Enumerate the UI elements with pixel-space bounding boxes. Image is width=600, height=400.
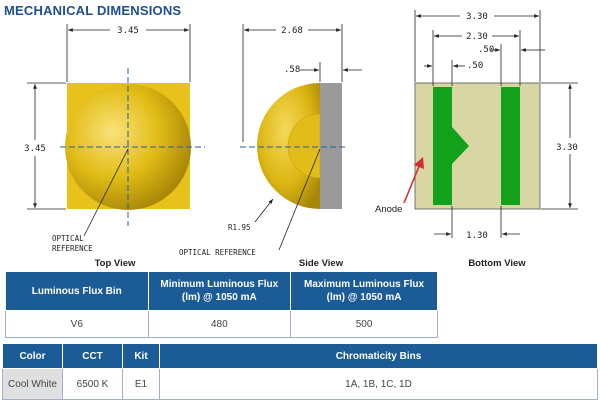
chromaticity-table: Color CCT Kit Chromaticity Bins Cool Whi… <box>2 343 598 400</box>
bottom-pad-dim-mid: .50 <box>467 61 483 71</box>
flux-header-max: Maximum Luminous Flux (lm) @ 1050 mA <box>290 271 438 311</box>
side-view-label: Side View <box>299 258 344 269</box>
flux-cell-bin: V6 <box>5 310 149 338</box>
anode-pad <box>433 87 452 205</box>
chrom-cell-bins: 1A, 1B, 1C, 1D <box>159 368 598 400</box>
side-optical-ref: OPTICAL REFERENCE <box>179 248 256 257</box>
flux-cell-max: 500 <box>290 310 438 338</box>
side-width-dim: 2.68 <box>281 26 303 36</box>
chrom-header-color: Color <box>2 343 63 369</box>
chrom-cell-kit: E1 <box>122 368 160 400</box>
top-view-label: Top View <box>95 258 136 269</box>
bottom-gap-dim: 1.30 <box>466 231 488 241</box>
side-view: 2.68 .58 R1.95 OPTICAL REFERENCE Side Vi… <box>179 24 362 269</box>
chrom-cell-color: Cool White <box>2 368 63 400</box>
chrom-header-kit: Kit <box>122 343 160 369</box>
bottom-height-dim: 3.30 <box>556 143 578 153</box>
bottom-pad-dim-top: .50 <box>478 45 494 55</box>
flux-cell-min: 480 <box>147 310 292 338</box>
top-view: 3.45 3.45 OPTICAL REFERENCE Top View <box>24 24 205 269</box>
flux-header-bin: Luminous Flux Bin <box>5 271 149 311</box>
flux-header-min: Minimum Luminous Flux (lm) @ 1050 mA <box>147 271 292 311</box>
top-height-dim: 3.45 <box>24 144 46 154</box>
mechanical-drawing: 3.45 3.45 OPTICAL REFERENCE Top View 2.6… <box>24 10 578 269</box>
table-row: Cool White 6500 K E1 1A, 1B, 1C, 1D <box>2 368 598 400</box>
side-view-substrate <box>320 83 342 209</box>
table-row: V6 480 500 <box>5 310 438 338</box>
top-optical-ref-line2: REFERENCE <box>52 244 93 253</box>
bottom-width-dim: 3.30 <box>466 12 488 22</box>
bottom-view: 3.30 2.30 .50 .50 3.30 1.30 Anode Bot <box>375 10 578 269</box>
side-thickness-dim: .58 <box>284 65 300 75</box>
top-width-dim: 3.45 <box>117 26 139 36</box>
anode-label: Anode <box>375 204 402 215</box>
luminous-flux-table: Luminous Flux Bin Minimum Luminous Flux … <box>5 271 438 338</box>
chrom-header-cct: CCT <box>62 343 123 369</box>
top-optical-ref-line1: OPTICAL <box>52 234 84 243</box>
bottom-inner-dim: 2.30 <box>466 32 488 42</box>
bottom-view-label: Bottom View <box>468 258 526 269</box>
side-radius-dim: R1.95 <box>228 223 251 232</box>
cathode-pad <box>501 87 520 205</box>
page-title: MECHANICAL DIMENSIONS <box>4 3 182 18</box>
chrom-header-bins: Chromaticity Bins <box>159 343 598 369</box>
anode-pad-marker <box>452 127 469 164</box>
chrom-cell-cct: 6500 K <box>62 368 123 400</box>
